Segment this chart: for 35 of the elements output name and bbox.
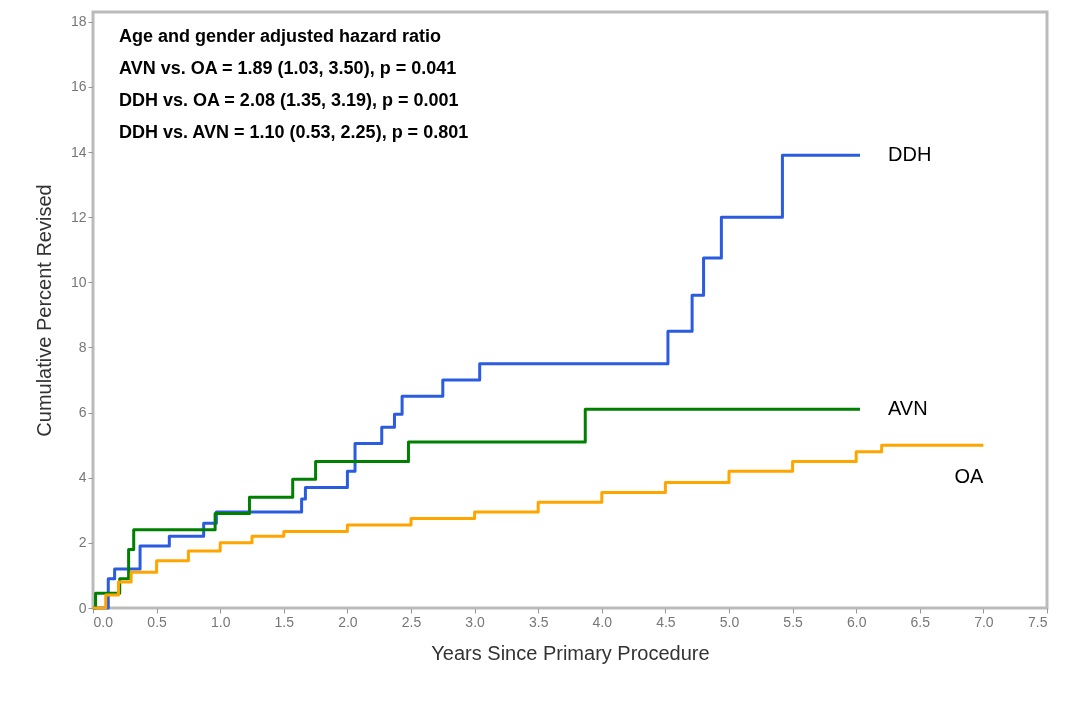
x-tick-label: 5.5 — [783, 613, 804, 630]
y-tick-label: 6 — [78, 404, 87, 421]
y-axis-title: Cumulative Percent Revised — [32, 184, 55, 437]
x-tick-label: 6.0 — [846, 613, 867, 630]
series-label: DDH — [888, 143, 932, 166]
x-tick-label: 0.0 — [93, 613, 114, 630]
annotation: Age and gender adjusted hazard ratio — [119, 26, 442, 46]
x-tick-label: 2.5 — [401, 613, 422, 630]
x-tick-label: 4.5 — [656, 613, 676, 630]
x-tick-label: 2.0 — [338, 613, 358, 630]
x-tick-label: 4.0 — [592, 613, 613, 630]
series-label: AVN — [888, 397, 928, 420]
annotation: DDH vs. AVN = 1.10 (0.53, 2.25), p = 0.801 — [119, 122, 469, 142]
x-tick-label: 3.0 — [465, 613, 486, 630]
x-tick-label: 1.0 — [210, 613, 231, 630]
y-tick-label: 10 — [70, 273, 87, 290]
y-tick-label: 8 — [78, 338, 87, 355]
x-tick-label: 1.5 — [274, 613, 295, 630]
y-tick-label: 18 — [70, 13, 87, 30]
y-tick-label: 14 — [70, 143, 87, 160]
y-tick-label: 4 — [78, 469, 87, 486]
x-tick-label: 7.0 — [974, 613, 994, 630]
annotation: AVN vs. OA = 1.89 (1.03, 3.50), p = 0.041 — [119, 58, 457, 78]
series-label: OA — [954, 465, 985, 488]
x-tick-label: 7.5 — [1028, 613, 1048, 630]
y-tick-label: 16 — [70, 78, 87, 95]
x-tick-label: 5.0 — [719, 613, 740, 630]
y-tick-label: 2 — [78, 534, 87, 551]
annotation: DDH vs. OA = 2.08 (1.35, 3.19), p = 0.001 — [119, 90, 459, 110]
x-tick-label: 0.5 — [147, 613, 168, 630]
y-tick-label: 0 — [78, 599, 87, 616]
x-tick-label: 6.5 — [910, 613, 931, 630]
x-tick-label: 3.5 — [528, 613, 549, 630]
y-tick-label: 12 — [70, 208, 87, 225]
x-axis-title: Years Since Primary Procedure — [431, 641, 710, 664]
